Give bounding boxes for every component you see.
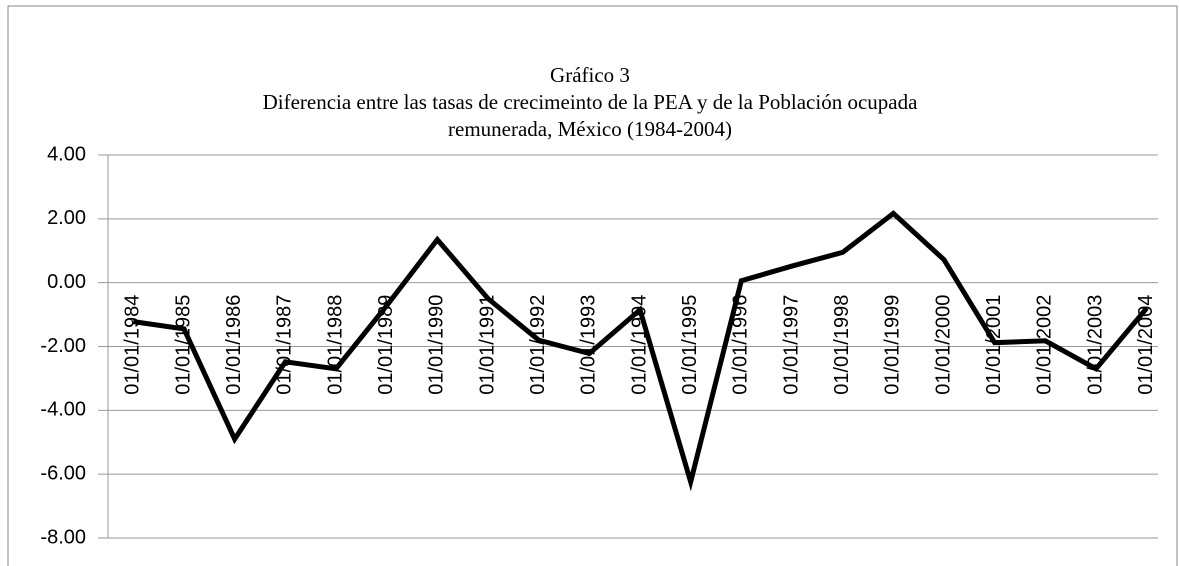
y-tick-label: -6.00: [40, 462, 86, 484]
x-tick-label: 01/01/1987: [274, 295, 296, 395]
y-tick-label: -2.00: [40, 335, 86, 357]
y-tick-label: -8.00: [40, 526, 86, 548]
x-tick-label: 01/01/1993: [578, 295, 600, 395]
x-tick-label: 01/01/2003: [1084, 295, 1106, 395]
x-tick-label: 01/01/1984: [122, 295, 144, 395]
x-tick-label: 01/01/1991: [476, 295, 498, 395]
y-tick-label: 4.00: [47, 143, 86, 165]
x-tick-label: 01/01/1990: [426, 295, 448, 395]
y-tick-label: 2.00: [47, 207, 86, 229]
x-tick-label: 01/01/2000: [932, 295, 954, 395]
x-tick-label: 01/01/1995: [679, 295, 701, 395]
y-tick-label: -4.00: [40, 399, 86, 421]
x-tick-label: 01/01/1989: [375, 295, 397, 395]
x-tick-label: 01/01/1992: [527, 295, 549, 395]
chart-border: [7, 5, 1178, 566]
x-tick-label: 01/01/2004: [1135, 295, 1157, 395]
x-tick-label: 01/01/1985: [172, 295, 194, 395]
x-tick-label: 01/01/2002: [1034, 295, 1056, 395]
chart-subtitle: remunerada, México (1984-2004): [448, 117, 732, 141]
y-tick-label: 0.00: [47, 271, 86, 293]
data-line: [132, 210, 1149, 492]
x-tick-label: 01/01/1998: [831, 295, 853, 395]
x-tick-label: 01/01/1988: [324, 295, 346, 395]
x-tick-label: 01/01/1996: [730, 295, 752, 395]
x-tick-label: 01/01/1999: [882, 295, 904, 395]
x-tick-label: 01/01/1997: [780, 295, 802, 395]
chart-subtitle: Diferencia entre las tasas de crecimeint…: [263, 90, 919, 114]
x-tick-label: 01/01/1986: [223, 295, 245, 395]
chart-title: Gráfico 3: [550, 63, 630, 87]
